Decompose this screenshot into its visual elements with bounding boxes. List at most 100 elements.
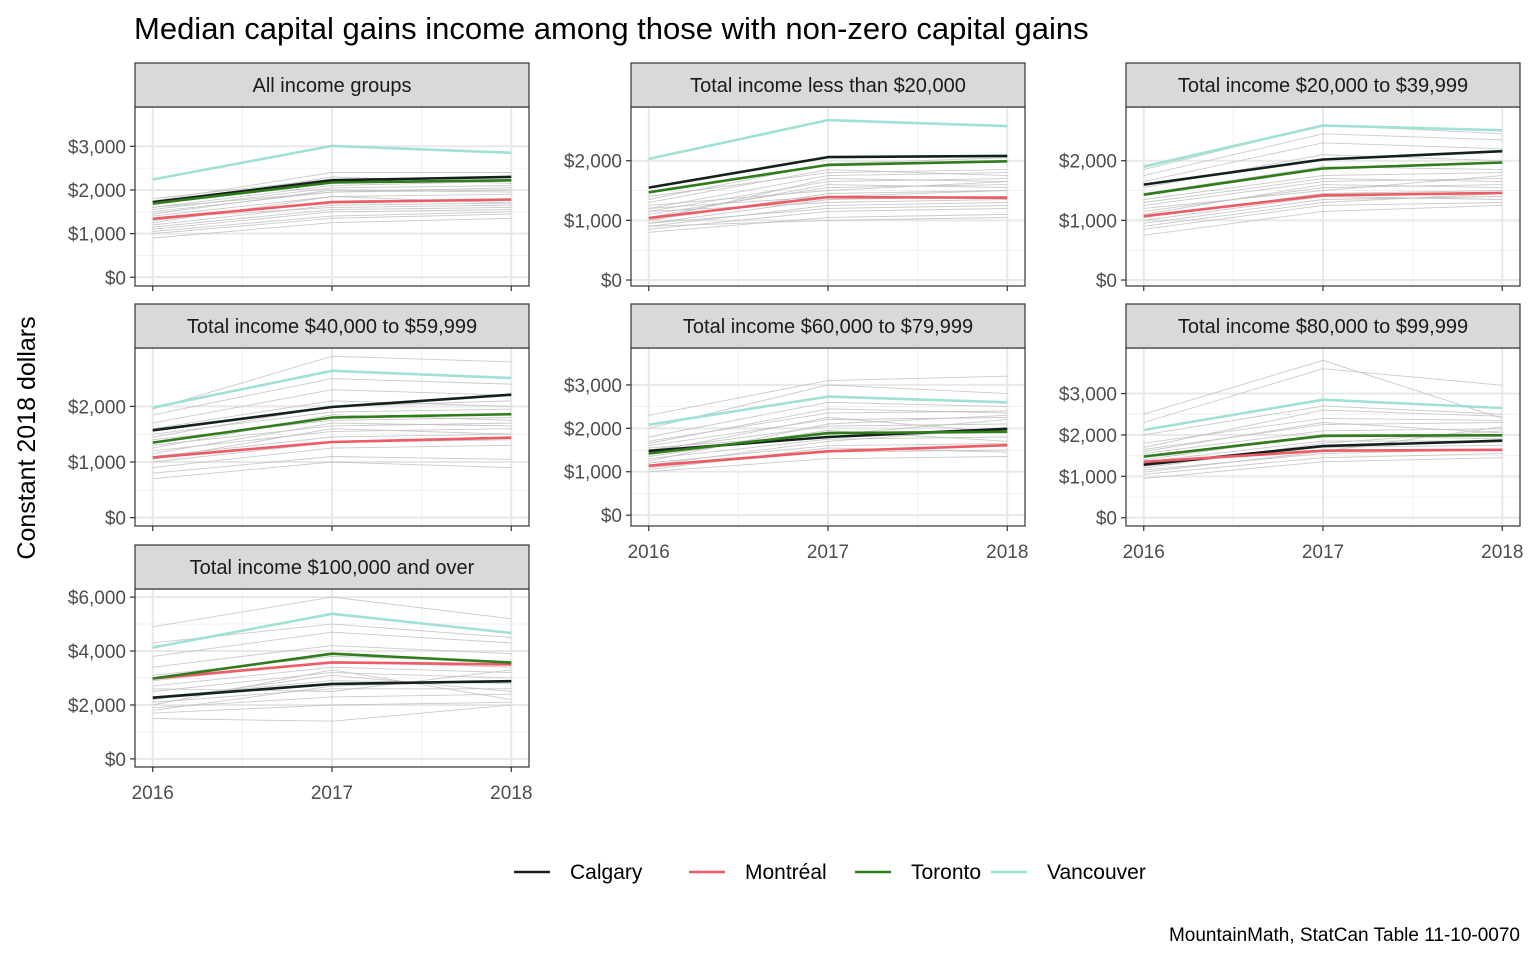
series-line-toronto bbox=[648, 430, 1008, 455]
background-region-line bbox=[648, 178, 1008, 221]
legend-label: Montréal bbox=[745, 861, 827, 884]
y-tick-label: $0 bbox=[105, 509, 126, 530]
y-tick-label: $0 bbox=[105, 750, 126, 771]
background-region-line bbox=[1143, 359, 1503, 419]
series-line-calgary bbox=[152, 679, 512, 699]
x-tick-label: 2016 bbox=[1123, 542, 1165, 563]
series-line-vancouver bbox=[152, 612, 512, 649]
facet-panels: $0 $1,000 $2,000 $3,000 All income groups $0 $… bbox=[68, 62, 1523, 804]
background-region-line bbox=[152, 187, 512, 208]
background-region-line bbox=[1143, 422, 1503, 450]
series-line-vancouver bbox=[1143, 398, 1503, 432]
background-region-line bbox=[648, 447, 1008, 471]
background-region-line bbox=[648, 169, 1008, 203]
y-tick-label: $2,000 bbox=[68, 696, 126, 717]
background-region-line bbox=[1143, 368, 1503, 423]
background-region-line bbox=[152, 428, 512, 460]
legend-item-toronto: Toronto bbox=[855, 861, 981, 884]
y-tick-label: $2,000 bbox=[68, 397, 126, 418]
series-line-toronto bbox=[152, 412, 512, 444]
y-tick-label: $3,000 bbox=[68, 137, 126, 158]
facet-strip bbox=[134, 303, 530, 349]
background-region-line bbox=[152, 688, 512, 703]
facet-strip-label: Total income $100,000 and over bbox=[190, 557, 475, 579]
series-line-toronto bbox=[1143, 161, 1503, 196]
x-tick-label: 2017 bbox=[1302, 542, 1344, 563]
facet-strip-label: Total income $20,000 to $39,999 bbox=[1178, 75, 1468, 97]
background-region-line bbox=[1143, 172, 1503, 200]
y-tick-label: $0 bbox=[1096, 271, 1117, 292]
series-line-montreal bbox=[648, 195, 1008, 220]
background-region-line bbox=[648, 213, 1008, 233]
legend-label: Toronto bbox=[911, 861, 981, 884]
y-tick-label: $2,000 bbox=[1059, 152, 1117, 173]
legend-item-calgary: Calgary bbox=[514, 861, 643, 884]
background-region-line bbox=[152, 631, 512, 657]
series-line-toronto bbox=[152, 652, 512, 680]
background-region-line bbox=[1143, 196, 1503, 224]
x-tick-label: 2016 bbox=[628, 542, 670, 563]
background-region-line bbox=[152, 202, 512, 226]
y-tick-label: $1,000 bbox=[1059, 211, 1117, 232]
background-region-line bbox=[648, 456, 1008, 473]
legend-item-vancouver: Vancouver bbox=[991, 861, 1146, 884]
background-region-line bbox=[152, 461, 512, 480]
background-region-line bbox=[152, 672, 512, 692]
background-region-line bbox=[152, 389, 512, 424]
legend-label: Vancouver bbox=[1047, 861, 1146, 884]
x-tick-label: 2018 bbox=[1481, 542, 1523, 563]
facet-strip-label: All income groups bbox=[253, 75, 412, 97]
x-tick-label: 2017 bbox=[311, 783, 353, 804]
series-line-calgary bbox=[1143, 149, 1503, 186]
background-region-line bbox=[1143, 184, 1503, 215]
background-region-line bbox=[152, 666, 512, 687]
y-tick-label: $1,000 bbox=[564, 211, 622, 232]
series-line-toronto bbox=[152, 179, 512, 205]
background-region-line bbox=[1143, 409, 1503, 448]
y-tick-label: $3,000 bbox=[1059, 385, 1117, 406]
background-region-line bbox=[648, 199, 1008, 212]
x-tick-label: 2018 bbox=[490, 783, 532, 804]
background-region-line bbox=[1143, 166, 1503, 194]
series-line-montreal bbox=[152, 198, 512, 221]
y-tick-label: $1,000 bbox=[564, 463, 622, 484]
background-region-line bbox=[152, 355, 512, 410]
facet-strip bbox=[134, 62, 530, 108]
series-line-vancouver bbox=[648, 395, 1008, 427]
background-region-line bbox=[152, 180, 512, 208]
legend-item-montreal: Montréal bbox=[689, 861, 827, 884]
y-tick-label: $0 bbox=[601, 506, 622, 527]
background-region-line bbox=[648, 216, 1008, 227]
background-region-line bbox=[152, 204, 512, 219]
series-line-calgary bbox=[152, 393, 512, 432]
facet-strip bbox=[1125, 62, 1521, 108]
y-tick-label: $2,000 bbox=[564, 419, 622, 440]
background-region-line bbox=[152, 209, 512, 230]
background-region-line bbox=[1143, 178, 1503, 203]
background-region-line bbox=[648, 204, 1008, 224]
y-tick-label: $1,000 bbox=[68, 225, 126, 246]
background-region-line bbox=[648, 401, 1008, 438]
background-region-line bbox=[152, 206, 512, 228]
legend-label: Calgary bbox=[570, 861, 643, 884]
y-tick-label: $1,000 bbox=[68, 453, 126, 474]
background-region-line bbox=[648, 384, 1008, 429]
background-region-line bbox=[648, 184, 1008, 215]
background-region-line bbox=[152, 189, 512, 215]
series-line-vancouver bbox=[1143, 124, 1503, 168]
background-region-line bbox=[1143, 184, 1503, 212]
background-region-line bbox=[152, 378, 512, 416]
y-tick-label: $1,000 bbox=[1059, 467, 1117, 488]
background-region-line bbox=[152, 693, 512, 709]
background-region-line bbox=[1143, 457, 1503, 479]
background-region-line bbox=[152, 433, 512, 457]
background-region-line bbox=[152, 645, 512, 668]
background-region-line bbox=[648, 181, 1008, 206]
y-tick-label: $4,000 bbox=[68, 642, 126, 663]
background-region-line bbox=[152, 217, 512, 239]
background-region-line bbox=[152, 422, 512, 446]
x-tick-label: 2017 bbox=[807, 542, 849, 563]
series-line-vancouver bbox=[152, 144, 512, 181]
background-region-line bbox=[152, 422, 512, 455]
facet-strip bbox=[134, 544, 530, 590]
